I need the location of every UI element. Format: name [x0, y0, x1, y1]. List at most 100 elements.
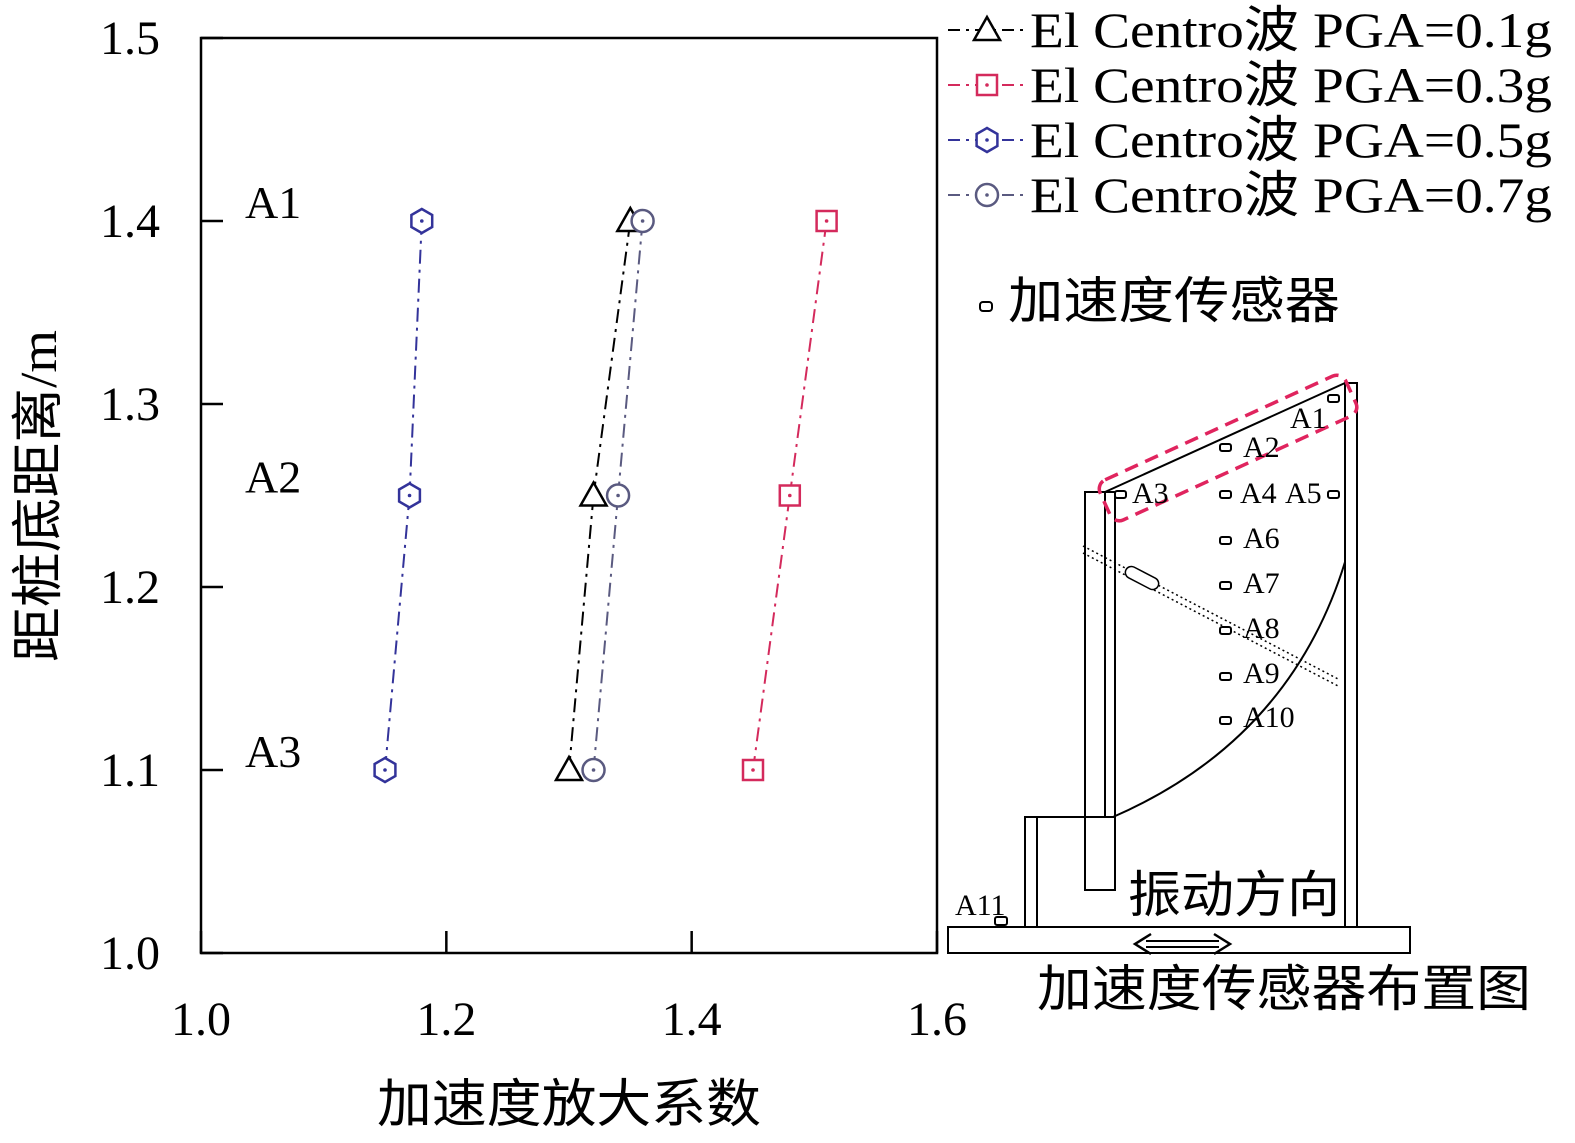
series-line-segment [569, 496, 594, 771]
top-beam [1105, 383, 1345, 492]
double-arrow-icon [1135, 934, 1230, 954]
data-point-hexagon [411, 209, 432, 233]
series-line-segment [385, 496, 410, 771]
sensor-label: A5 [1285, 477, 1322, 510]
left-short-column [1025, 817, 1115, 927]
x-tick-label: 1.0 [171, 993, 231, 1046]
anchor-rod [1083, 546, 1340, 687]
legend-label: El Centro波 PGA=0.7g [1030, 167, 1552, 223]
data-point-hexagon [399, 484, 420, 508]
point-label: A3 [245, 726, 301, 777]
series-line-segment [790, 221, 827, 496]
point-label: A1 [245, 177, 301, 228]
sensor-layout-diagram: 加速度传感器 A1 [948, 273, 1531, 1017]
data-point-circle [607, 485, 629, 507]
sensor-label: A1 [1290, 402, 1327, 435]
legend-marker-circle [976, 184, 998, 206]
y-tick-label: 1.0 [100, 927, 160, 980]
y-tick-label: 1.1 [100, 744, 160, 797]
anchor-rod-line [1083, 546, 1340, 680]
sensor-a6 [1220, 537, 1231, 544]
sensor-a5 [1328, 491, 1339, 498]
series-square [743, 211, 837, 780]
x-tick-label: 1.4 [662, 993, 722, 1046]
sensor-label: A6 [1243, 522, 1280, 555]
series-line-segment [618, 221, 643, 496]
legend-item: El Centro波 PGA=0.1g [948, 2, 1552, 58]
sensor-legend-label: 加速度传感器 [1008, 273, 1340, 329]
legend-label: El Centro波 PGA=0.1g [1030, 2, 1552, 58]
marker-center-dot [788, 494, 792, 498]
sensor-label: A2 [1243, 431, 1280, 464]
marker-center-dot [408, 494, 412, 498]
marker-center-dot [616, 494, 620, 498]
sensor-label: A9 [1243, 657, 1280, 690]
marker-shape [974, 17, 1000, 40]
marker-shape [581, 483, 607, 506]
sensor-a2 [1220, 444, 1231, 451]
marker-center-dot [641, 219, 645, 223]
marker-shape [556, 757, 582, 780]
axes-ticks: 1.0 1.2 1.4 1.6 1.0 1.1 1.2 1.3 1.4 1.5 [100, 12, 967, 1046]
double-arrow-heads [1135, 934, 1230, 954]
series-hexagon [375, 209, 433, 782]
sensor-label: A4 [1240, 477, 1277, 510]
series-layer [375, 208, 837, 782]
sensor-a9 [1220, 673, 1231, 680]
legend-label: El Centro波 PGA=0.5g [1030, 112, 1552, 168]
legend-item: El Centro波 PGA=0.7g [948, 167, 1552, 223]
marker-center-dot [751, 768, 755, 772]
data-point-triangle [581, 483, 607, 506]
sensor-legend-icon [980, 302, 992, 311]
point-labels: A1 A2 A3 [245, 177, 301, 777]
sensor-legend: 加速度传感器 [980, 273, 1340, 329]
vibration-direction-label: 振动方向 [1128, 867, 1340, 923]
series-line-segment [410, 221, 422, 496]
sensor-a3 [1115, 491, 1126, 498]
sensor-label: A3 [1132, 477, 1169, 510]
data-point-circle [583, 759, 605, 781]
plot-frame [201, 38, 937, 953]
series-line-segment [753, 496, 790, 771]
y-tick-label: 1.4 [100, 195, 160, 248]
legend-marker-hexagon [977, 128, 998, 152]
data-point-circle [632, 210, 654, 232]
sensor-labels: A1 A2 A3 A4 A5 A6 A7 A8 A9 A10 A11 [955, 402, 1327, 922]
sensor-label: A8 [1243, 612, 1280, 645]
point-label: A2 [245, 452, 301, 503]
anchor-capsule [1123, 564, 1160, 591]
marker-center-dot [985, 193, 989, 197]
y-tick-label: 1.2 [100, 561, 160, 614]
data-point-square [780, 486, 800, 506]
y-tick-label: 1.5 [100, 12, 160, 65]
marker-center-dot [825, 219, 829, 223]
chart-plot: 1.0 1.2 1.4 1.6 1.0 1.1 1.2 1.3 1.4 1.5 A1 A2 A3 加速… [11, 12, 967, 1134]
data-point-triangle [556, 757, 582, 780]
legend-marker-triangle [974, 17, 1000, 40]
x-axis-label: 加速度放大系数 [377, 1077, 761, 1134]
y-axis-label: 距桩底距离/m [11, 330, 68, 662]
data-point-square [743, 760, 763, 780]
anchor-rod-line [1083, 553, 1340, 687]
data-point-square [817, 211, 837, 231]
sensor-a4 [1220, 491, 1231, 498]
x-tick-label: 1.6 [907, 993, 967, 1046]
legend-label: El Centro波 PGA=0.3g [1030, 57, 1552, 113]
legend-item: El Centro波 PGA=0.5g [948, 112, 1552, 168]
marker-center-dot [420, 219, 424, 223]
sensor-label: A11 [955, 889, 1006, 922]
sensor-a8 [1220, 627, 1231, 634]
sensor-label: A7 [1243, 567, 1280, 600]
marker-center-dot [592, 768, 596, 772]
series-line-segment [594, 496, 619, 771]
y-tick-label: 1.3 [100, 378, 160, 431]
marker-center-dot [383, 768, 387, 772]
pile-wall [1085, 492, 1115, 890]
legend-item: El Centro波 PGA=0.3g [948, 57, 1552, 113]
double-arrow-shaft [1146, 941, 1219, 947]
marker-center-dot [985, 138, 989, 142]
legend-marker-square [977, 75, 997, 95]
series-triangle [556, 208, 643, 780]
